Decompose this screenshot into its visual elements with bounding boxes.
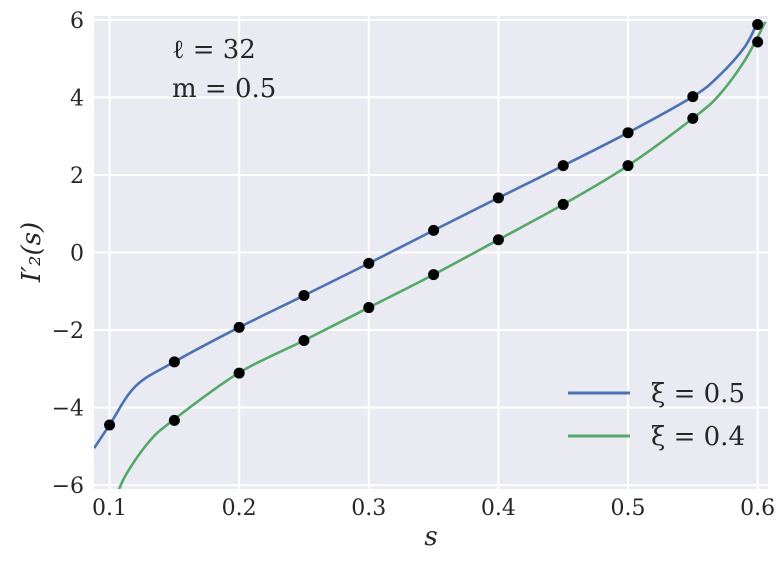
data-point-series-0	[752, 19, 764, 31]
x-tick-label: 0.2	[222, 496, 257, 521]
y-tick-label: 4	[70, 86, 84, 111]
data-point-series-0	[557, 160, 569, 172]
data-point-series-1	[557, 198, 569, 210]
legend: ξ = 0.5 ξ = 0.4	[568, 379, 745, 452]
y-tick-label: 6	[70, 9, 84, 34]
y-tick-label: −4	[52, 397, 84, 422]
data-point-series-0	[233, 321, 245, 333]
x-tick-label: 0.4	[481, 496, 516, 521]
data-point-series-1	[687, 112, 699, 124]
data-point-series-1	[622, 160, 634, 172]
annotation-m: m = 0.5	[172, 74, 276, 104]
x-tick-labels: 0.1 0.2 0.3 0.4 0.5 0.6	[92, 496, 775, 521]
x-axis-label: s	[424, 522, 437, 552]
data-point-series-1	[233, 367, 245, 379]
y-tick-label: −2	[52, 319, 84, 344]
x-tick-label: 0.1	[92, 496, 127, 521]
data-point-series-1	[428, 269, 440, 281]
legend-label-xi-0.5: ξ = 0.5	[651, 379, 745, 409]
data-point-series-0	[622, 127, 634, 139]
y-axis-label: I′₂(s)	[17, 222, 47, 283]
legend-label-xi-0.4: ξ = 0.4	[651, 422, 745, 452]
data-point-series-1	[752, 36, 764, 48]
x-tick-label: 0.6	[740, 496, 775, 521]
data-point-series-0	[492, 192, 504, 204]
data-point-series-0	[363, 257, 375, 269]
y-tick-label: −6	[52, 474, 84, 499]
data-point-series-1	[168, 414, 180, 426]
data-point-series-0	[298, 290, 310, 302]
x-tick-label: 0.5	[611, 496, 646, 521]
data-points	[104, 19, 764, 431]
data-point-series-0	[687, 91, 699, 103]
data-point-series-0	[168, 356, 180, 368]
data-point-series-1	[363, 302, 375, 314]
data-point-series-1	[298, 335, 310, 347]
x-tick-label: 0.3	[351, 496, 386, 521]
data-point-series-0	[104, 419, 116, 431]
grid-lines	[94, 16, 768, 489]
y-tick-labels: −6 −4 −2 0 2 4 6	[52, 9, 84, 499]
annotation-ell: ℓ = 32	[172, 35, 256, 65]
data-point-series-0	[428, 224, 440, 236]
y-tick-label: 0	[70, 242, 84, 267]
data-point-series-1	[492, 234, 504, 246]
y-tick-label: 2	[70, 164, 84, 189]
